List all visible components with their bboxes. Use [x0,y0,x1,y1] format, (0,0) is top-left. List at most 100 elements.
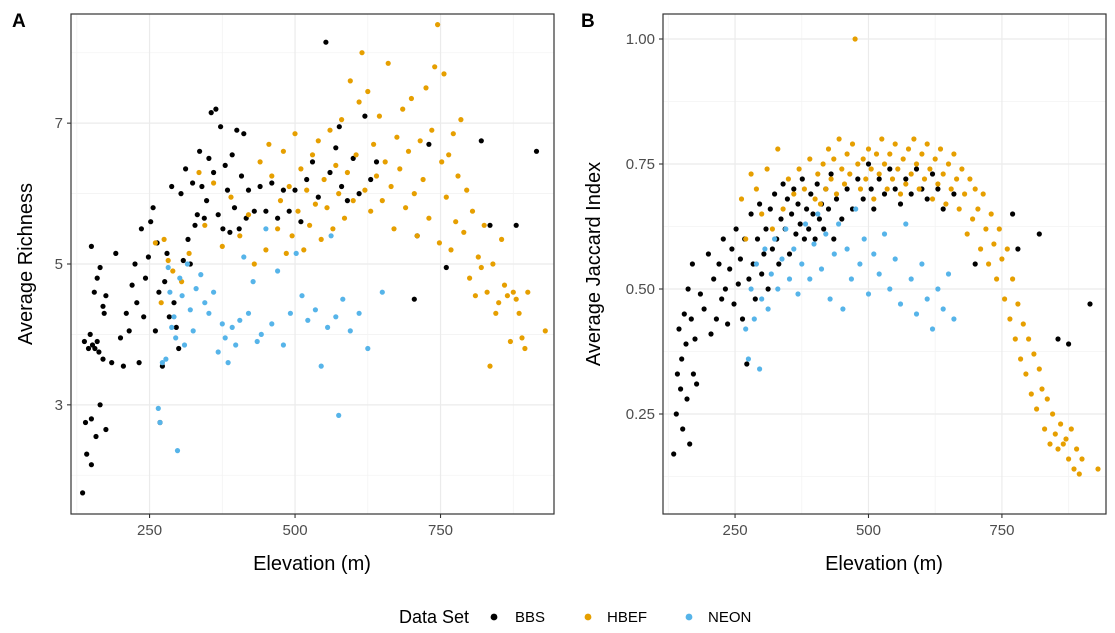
data-point-bbs [88,243,94,249]
data-point-hbef [828,176,834,182]
panel-b-y-axis: 0.25 0.50 0.75 1.00 [626,31,663,423]
data-point-bbs [185,236,191,242]
data-point-neon [913,311,920,317]
data-point-bbs [935,186,941,192]
data-point-bbs [103,426,109,433]
data-point-hbef [353,152,359,158]
data-point-bbs [178,191,184,197]
data-point-neon [328,233,334,239]
data-point-hbef [812,196,818,202]
data-point-bbs [887,166,893,172]
data-point-neon [325,324,331,330]
data-point-hbef [507,338,513,345]
data-point-bbs [737,256,744,262]
data-point-hbef [1036,366,1042,372]
data-point-bbs [292,187,298,193]
data-point-bbs [229,152,235,158]
data-point-neon [287,310,293,316]
data-point-neon [848,276,855,282]
data-point-bbs [716,261,722,267]
panel-b: B 250 500 750 0.25 0.50 0.75 1.00 Elevation (… [581,11,1107,575]
data-point-hbef [929,196,936,202]
panel-a: A 250 500 750 3 5 7 Elevation (m) Average Ri… [12,11,555,575]
data-point-bbs [763,226,769,232]
data-point-hbef [478,264,484,271]
data-point-neon [174,448,181,454]
data-point-neon [318,363,324,369]
data-point-hbef [796,166,802,172]
data-point-bbs [141,314,147,320]
data-point-hbef [257,159,263,165]
data-point-hbef [298,166,304,172]
data-point-neon [802,221,809,227]
data-point-hbef [400,106,406,112]
data-point-neon [229,324,235,330]
data-point-bbs [123,310,129,316]
data-point-hbef [1042,426,1048,432]
data-point-neon [157,419,163,426]
data-point-bbs [164,250,170,256]
data-point-neon [347,328,353,334]
data-point-neon [853,206,859,212]
data-point-hbef [748,171,754,177]
data-point-bbs [810,211,816,217]
data-point-hbef [501,282,508,288]
data-point-hbef [857,186,864,192]
data-point-bbs [222,162,228,168]
data-point-hbef [908,171,914,177]
data-point-bbs [93,433,99,440]
data-point-hbef [884,186,890,192]
data-point-hbef [436,240,442,246]
data-point-bbs [719,296,725,302]
data-point-neon [871,251,877,257]
data-point-neon [743,326,749,332]
data-point-bbs [336,124,342,130]
data-point-neon [919,261,925,267]
data-point-neon [818,266,825,272]
data-point-hbef [1058,421,1064,427]
data-point-bbs [729,246,735,252]
data-point-bbs [871,206,877,212]
data-point-bbs [148,219,154,225]
data-point-bbs [791,186,797,192]
data-point-hbef [1034,406,1040,412]
legend-bbs-label: BBS [515,609,545,626]
data-point-bbs [183,166,189,172]
data-point-hbef [1018,356,1024,362]
data-point-bbs [759,271,765,277]
data-point-neon [772,236,778,242]
data-point-bbs [126,328,132,334]
data-point-hbef [895,166,901,172]
data-point-hbef [791,191,797,197]
data-point-hbef [455,173,461,179]
data-point-neon [299,293,305,299]
data-point-bbs [339,183,345,190]
data-point-neon [333,314,339,320]
data-point-hbef [295,208,301,214]
data-point-hbef [753,186,760,192]
data-point-neon [753,261,760,267]
data-point-neon [759,296,765,302]
data-point-bbs [1087,301,1093,307]
data-point-bbs [533,148,540,154]
data-point-neon [280,342,286,348]
data-point-hbef [978,246,984,252]
data-point-hbef [263,247,269,253]
data-point-bbs [903,176,909,182]
data-point-bbs [234,127,240,133]
panel-a-y-axis-title: Average Richness [15,183,37,345]
data-point-neon [155,405,161,411]
data-point-hbef [490,261,496,267]
data-point-neon [865,291,872,297]
data-point-bbs [690,371,697,377]
data-point-bbs [674,371,681,377]
data-point-bbs [356,191,362,197]
panel-b-grid [663,14,1106,514]
series-bbs [80,39,540,496]
legend-title: Data Set [399,607,469,627]
data-point-bbs [323,39,329,45]
data-point-bbs [129,282,135,288]
data-point-hbef [1076,471,1082,477]
data-point-hbef [439,159,445,165]
data-point-neon [827,296,833,302]
